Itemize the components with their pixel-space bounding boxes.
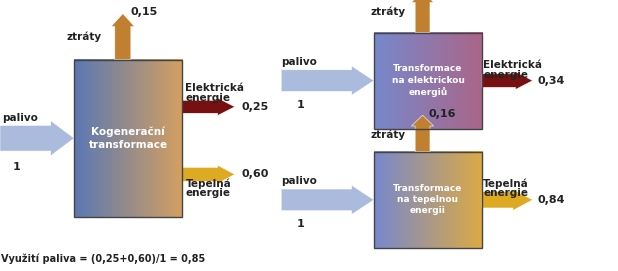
Polygon shape [281,185,374,215]
Text: energie: energie [185,188,231,198]
Text: Využití paliva = (0,25+0,60)/1 = 0,85: Využití paliva = (0,25+0,60)/1 = 0,85 [1,254,206,264]
Text: energie: energie [483,188,528,198]
Polygon shape [182,165,235,183]
Text: ztráty: ztráty [66,31,101,42]
Text: ztráty: ztráty [370,130,405,140]
Polygon shape [482,72,533,90]
Text: palivo: palivo [281,176,317,186]
Text: Kogenerační
transformace: Kogenerační transformace [88,127,168,150]
Polygon shape [0,121,74,156]
Text: 0,15: 0,15 [130,7,158,17]
Text: Transformace
na tepelnou
energii: Transformace na tepelnou energii [393,184,463,215]
Text: 0,25: 0,25 [241,102,268,112]
Bar [374,152,482,248]
Text: Tepelná: Tepelná [483,178,529,189]
Text: ztráty: ztráty [370,7,405,17]
Bar [374,33,482,129]
Polygon shape [281,66,374,95]
Text: energie: energie [483,70,528,80]
Text: 0,34: 0,34 [538,76,565,86]
Text: 1: 1 [297,100,305,110]
Text: 0,16: 0,16 [429,109,456,119]
Text: Elektrická: Elektrická [185,83,244,93]
Text: palivo: palivo [2,113,38,123]
Text: energie: energie [185,93,231,103]
Polygon shape [182,98,235,115]
Polygon shape [482,189,533,210]
Text: Elektrická: Elektrická [483,60,542,70]
Polygon shape [412,115,434,152]
Bar [74,60,182,217]
Text: palivo: palivo [281,57,317,67]
Polygon shape [412,0,434,33]
Text: 0,84: 0,84 [538,195,565,205]
Text: 1: 1 [12,162,20,172]
Text: 0,60: 0,60 [241,169,268,179]
Text: Tepelná: Tepelná [185,178,231,189]
Text: 1: 1 [297,219,305,229]
Text: Transformace
na elektrickou
energiů: Transformace na elektrickou energiů [392,64,464,97]
Polygon shape [111,14,135,60]
